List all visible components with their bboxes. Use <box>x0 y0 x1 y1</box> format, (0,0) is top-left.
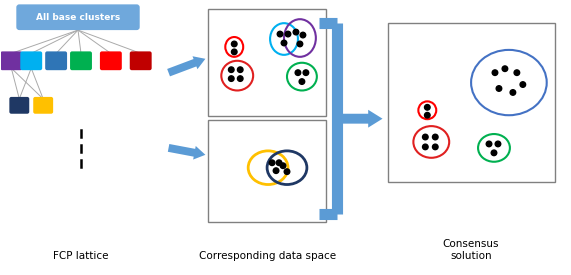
Circle shape <box>432 134 438 140</box>
Circle shape <box>303 70 309 75</box>
Circle shape <box>299 79 305 84</box>
Circle shape <box>514 70 520 75</box>
Circle shape <box>432 144 438 150</box>
FancyBboxPatch shape <box>17 4 140 30</box>
Bar <box>208 9 326 116</box>
Circle shape <box>280 163 286 169</box>
Circle shape <box>495 141 501 147</box>
Circle shape <box>231 49 237 55</box>
Text: Corresponding data space: Corresponding data space <box>199 251 336 261</box>
Circle shape <box>486 141 492 147</box>
Polygon shape <box>340 110 383 128</box>
FancyBboxPatch shape <box>9 97 29 114</box>
Circle shape <box>231 41 237 47</box>
Bar <box>208 120 326 222</box>
FancyBboxPatch shape <box>100 51 122 70</box>
Circle shape <box>297 41 303 47</box>
Circle shape <box>423 134 428 140</box>
FancyBboxPatch shape <box>33 97 53 114</box>
Circle shape <box>423 144 428 150</box>
Circle shape <box>491 150 497 156</box>
Circle shape <box>520 82 526 87</box>
Circle shape <box>278 31 283 37</box>
FancyBboxPatch shape <box>21 51 42 70</box>
FancyBboxPatch shape <box>70 51 92 70</box>
Text: FCP lattice: FCP lattice <box>53 251 108 261</box>
Text: All base clusters: All base clusters <box>36 13 120 22</box>
Circle shape <box>238 76 243 81</box>
Circle shape <box>424 112 430 118</box>
Text: Consensus
solution: Consensus solution <box>443 239 500 261</box>
Circle shape <box>285 31 291 37</box>
Circle shape <box>300 32 305 38</box>
Circle shape <box>496 86 502 91</box>
Circle shape <box>274 168 279 174</box>
Polygon shape <box>167 56 206 76</box>
Circle shape <box>295 70 301 75</box>
Circle shape <box>502 66 508 72</box>
Circle shape <box>510 90 516 95</box>
FancyBboxPatch shape <box>45 51 67 70</box>
Circle shape <box>282 40 287 46</box>
Circle shape <box>238 67 243 73</box>
Circle shape <box>276 160 282 166</box>
Bar <box>388 23 554 182</box>
Circle shape <box>284 169 289 174</box>
Polygon shape <box>168 144 206 159</box>
Circle shape <box>293 29 299 35</box>
Circle shape <box>228 76 234 81</box>
Circle shape <box>228 67 234 73</box>
FancyBboxPatch shape <box>130 51 152 70</box>
Circle shape <box>424 104 430 110</box>
Circle shape <box>492 70 498 75</box>
FancyBboxPatch shape <box>1 51 22 70</box>
Circle shape <box>270 160 275 166</box>
